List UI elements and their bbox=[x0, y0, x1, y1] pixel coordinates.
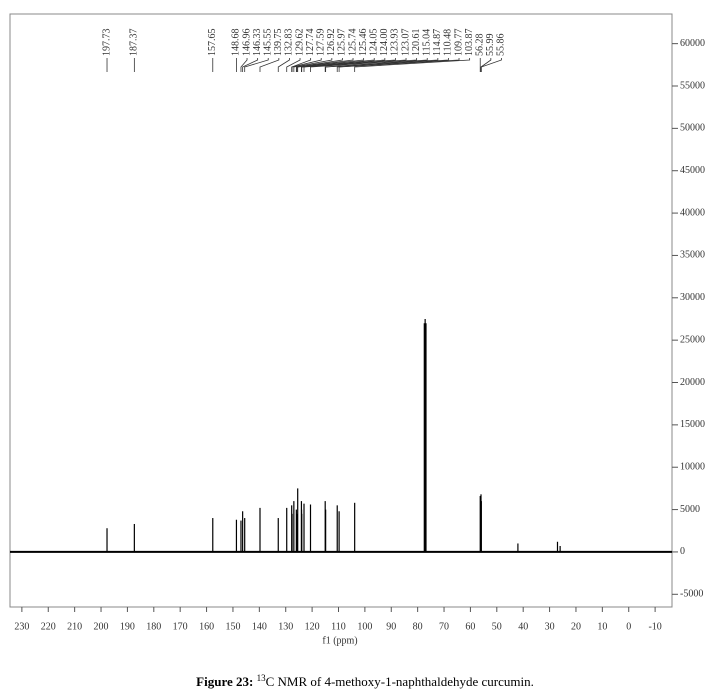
x-tick-label: 220 bbox=[41, 621, 56, 632]
x-tick-label: 30 bbox=[545, 621, 555, 632]
peak-label: 110.48 bbox=[443, 29, 454, 56]
y-tick-label: -5000 bbox=[680, 589, 703, 600]
x-tick-label: 0 bbox=[626, 621, 631, 632]
peak-label: 125.74 bbox=[347, 29, 358, 57]
x-tick-label: 100 bbox=[357, 621, 372, 632]
peak-label: 132.83 bbox=[284, 29, 295, 57]
peak-label: 146.33 bbox=[252, 29, 263, 57]
peak-label: 139.75 bbox=[273, 29, 284, 57]
peak-label: 125.97 bbox=[337, 29, 348, 57]
label-leader bbox=[296, 58, 354, 72]
label-leader bbox=[310, 58, 418, 72]
peak-label: 124.05 bbox=[369, 29, 380, 57]
peak-label: 123.93 bbox=[390, 29, 401, 57]
x-tick-label: 210 bbox=[67, 621, 82, 632]
peak-label: 123.07 bbox=[400, 29, 411, 57]
y-tick-label: 15000 bbox=[680, 419, 705, 430]
x-tick-label: 140 bbox=[252, 621, 267, 632]
peak-label: 148.68 bbox=[231, 29, 242, 57]
peak-label: 103.87 bbox=[464, 29, 475, 57]
peak-label: 157.65 bbox=[207, 29, 218, 57]
x-tick-label: -10 bbox=[648, 621, 661, 632]
caption-isotope: 13 bbox=[257, 673, 267, 683]
x-tick-label: 160 bbox=[199, 621, 214, 632]
peak-label: 109.77 bbox=[453, 29, 464, 57]
label-leader bbox=[291, 58, 322, 72]
x-tick-label: 180 bbox=[146, 621, 161, 632]
peak-label: 125.46 bbox=[358, 29, 369, 57]
x-tick-label: 190 bbox=[120, 621, 135, 632]
x-tick-label: 90 bbox=[386, 621, 396, 632]
y-tick-label: 0 bbox=[680, 546, 685, 557]
peak-label: 124.00 bbox=[379, 29, 390, 57]
y-tick-label: 5000 bbox=[680, 504, 700, 515]
x-tick-label: 60 bbox=[465, 621, 475, 632]
caption: Figure 23: 13C NMR of 4-methoxy-1-naphth… bbox=[196, 673, 534, 689]
label-leader bbox=[286, 58, 301, 72]
x-tick-label: 10 bbox=[597, 621, 607, 632]
label-leader bbox=[301, 58, 396, 72]
x-tick-label: 110 bbox=[331, 621, 346, 632]
peak-label: 146.96 bbox=[241, 29, 252, 57]
x-tick-label: 200 bbox=[94, 621, 109, 632]
y-tick-label: 20000 bbox=[680, 377, 705, 388]
x-tick-label: 130 bbox=[278, 621, 293, 632]
label-leader bbox=[259, 58, 280, 72]
caption-text: C NMR of 4-methoxy-1-naphthaldehyde curc… bbox=[266, 674, 534, 689]
y-tick-label: 50000 bbox=[680, 123, 705, 134]
y-tick-label: 30000 bbox=[680, 292, 705, 303]
label-leader bbox=[244, 58, 269, 72]
label-leader bbox=[293, 58, 333, 72]
label-leader bbox=[277, 58, 290, 72]
x-tick-label: 20 bbox=[571, 621, 581, 632]
x-tick-label: 40 bbox=[518, 621, 528, 632]
caption-label: Figure 23: bbox=[196, 674, 253, 689]
label-leader bbox=[240, 58, 248, 72]
peak-label: 145.55 bbox=[263, 29, 274, 57]
x-tick-label: 120 bbox=[305, 621, 320, 632]
peak-label: 129.62 bbox=[294, 29, 305, 57]
y-tick-label: 45000 bbox=[680, 165, 705, 176]
x-axis-label: f1 (ppm) bbox=[322, 635, 357, 646]
x-tick-label: 230 bbox=[14, 621, 29, 632]
plot-frame bbox=[9, 13, 673, 608]
peak-label: 197.73 bbox=[101, 28, 112, 56]
label-leader bbox=[480, 58, 502, 72]
y-tick-label: 40000 bbox=[680, 207, 705, 218]
label-leader bbox=[354, 58, 471, 72]
peak-label: 187.37 bbox=[129, 29, 140, 57]
x-tick-label: 150 bbox=[225, 621, 240, 632]
label-leader bbox=[303, 58, 407, 72]
peak-label: 55.86 bbox=[496, 34, 507, 56]
peak-label: 55.99 bbox=[485, 34, 496, 57]
x-tick-label: 50 bbox=[492, 621, 502, 632]
label-leader bbox=[338, 58, 460, 72]
x-tick-label: 170 bbox=[173, 621, 188, 632]
peak-label: 114.87 bbox=[432, 29, 443, 56]
peak-label: 115.04 bbox=[422, 29, 433, 56]
label-leader bbox=[297, 58, 365, 72]
label-leader bbox=[242, 58, 259, 72]
y-tick-label: 60000 bbox=[680, 38, 705, 49]
x-tick-label: 70 bbox=[439, 621, 449, 632]
peak-label: 126.92 bbox=[326, 29, 337, 57]
peak-label: 127.59 bbox=[316, 29, 327, 57]
x-tick-label: 80 bbox=[413, 621, 423, 632]
y-tick-label: 25000 bbox=[680, 334, 705, 345]
peak-label: 127.74 bbox=[305, 29, 316, 57]
y-tick-label: 10000 bbox=[680, 462, 705, 473]
label-leader bbox=[295, 58, 343, 72]
y-tick-label: 35000 bbox=[680, 250, 705, 261]
label-leader bbox=[325, 58, 439, 72]
peak-label: 56.28 bbox=[475, 34, 486, 57]
peak-label: 120.61 bbox=[411, 29, 422, 57]
y-tick-label: 55000 bbox=[680, 80, 705, 91]
